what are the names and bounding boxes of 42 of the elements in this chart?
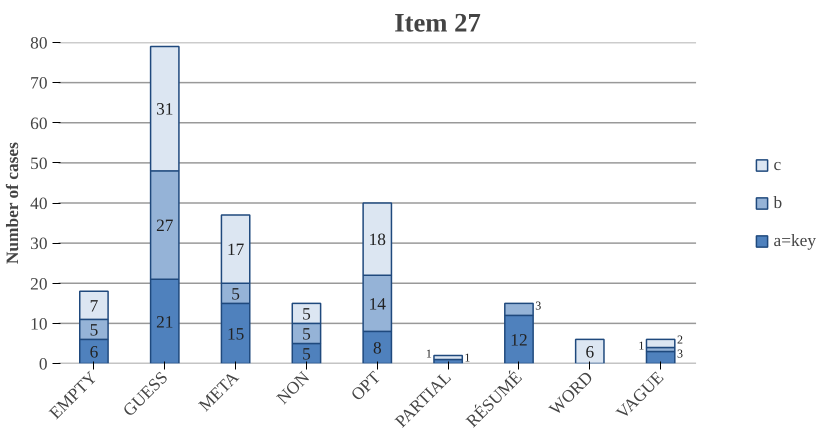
y-tick-label: 60 <box>30 114 48 133</box>
data-label: 5 <box>231 284 240 304</box>
data-label: 31 <box>156 100 174 119</box>
y-tick-label: 10 <box>30 314 48 334</box>
y-tick-label: 0 <box>38 354 48 374</box>
data-label: 2 <box>676 332 683 346</box>
data-label: 17 <box>226 240 245 260</box>
y-tick-label: 30 <box>30 234 48 254</box>
data-label: 8 <box>372 338 382 358</box>
data-label: 5 <box>302 324 311 344</box>
y-tick-label: 80 <box>30 34 48 52</box>
data-label: 12 <box>510 330 528 350</box>
data-label: 5 <box>302 304 311 324</box>
data-label: 3 <box>535 298 542 312</box>
data-label: 1 <box>426 346 432 360</box>
y-tick-label: 50 <box>30 154 48 173</box>
data-label: 1 <box>464 350 470 364</box>
y-tick-label: 70 <box>30 74 48 93</box>
x-tick-label: OPT <box>347 367 384 404</box>
bar <box>646 338 676 348</box>
data-label: 15 <box>226 324 244 344</box>
y-axis-title: Number of cases <box>3 142 22 264</box>
legend-label: b <box>774 192 784 212</box>
data-label: 18 <box>368 230 386 250</box>
data-label: 6 <box>90 342 99 362</box>
data-label: 14 <box>368 294 386 314</box>
bar <box>433 354 464 360</box>
data-label: 5 <box>90 320 98 340</box>
data-label: 3 <box>676 346 683 360</box>
chart-title: Item 27 <box>394 8 481 38</box>
data-label: 27 <box>156 216 174 236</box>
y-tick-label: 40 <box>30 194 48 213</box>
data-label: 5 <box>302 344 311 364</box>
y-tick-label: 20 <box>30 274 48 294</box>
bar <box>646 350 676 364</box>
bar <box>574 338 605 364</box>
data-label: 6 <box>585 342 594 362</box>
data-label: 7 <box>90 296 99 316</box>
data-label: 21 <box>156 312 174 332</box>
data-label: 1 <box>638 338 644 352</box>
legend-label: a=key <box>774 230 816 250</box>
legend-label: c <box>774 154 782 174</box>
